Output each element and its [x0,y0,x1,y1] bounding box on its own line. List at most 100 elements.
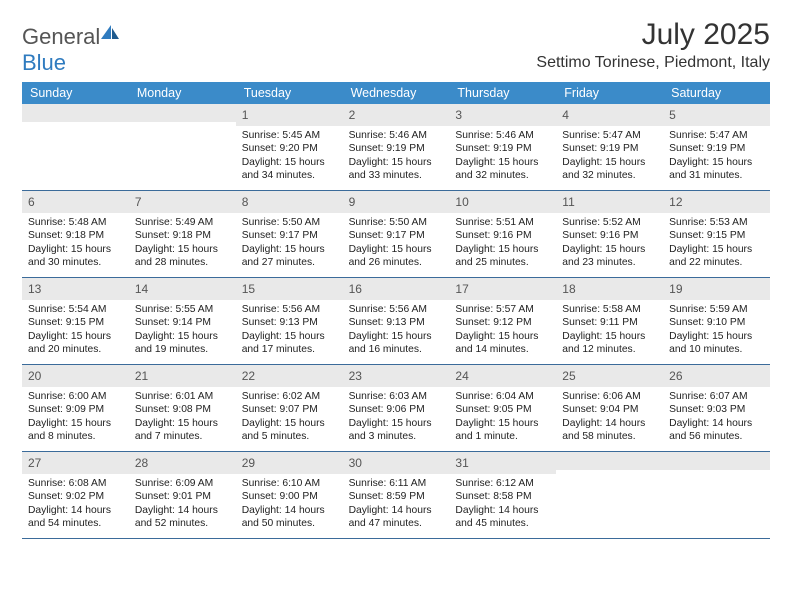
sunrise-line: Sunrise: 5:58 AM [562,303,657,316]
day-cell: 10Sunrise: 5:51 AMSunset: 9:16 PMDayligh… [449,191,556,277]
daylight-line: Daylight: 14 hours and 54 minutes. [28,504,123,531]
day-cell: 25Sunrise: 6:06 AMSunset: 9:04 PMDayligh… [556,365,663,451]
day-number-row: 18 [556,278,663,300]
daylight-line: Daylight: 15 hours and 23 minutes. [562,243,657,270]
daylight-line: Daylight: 15 hours and 32 minutes. [562,156,657,183]
sunset-line: Sunset: 9:13 PM [349,316,444,329]
sunset-line: Sunset: 9:07 PM [242,403,337,416]
sunrise-line: Sunrise: 5:57 AM [455,303,550,316]
day-number: 15 [242,282,255,296]
sunset-line: Sunset: 8:58 PM [455,490,550,503]
daylight-line: Daylight: 14 hours and 47 minutes. [349,504,444,531]
sunset-line: Sunset: 9:01 PM [135,490,230,503]
day-number: 13 [28,282,41,296]
day-number-row: 26 [663,365,770,387]
sunrise-line: Sunrise: 5:51 AM [455,216,550,229]
day-number: 12 [669,195,682,209]
daylight-line: Daylight: 15 hours and 7 minutes. [135,417,230,444]
day-cell: 22Sunrise: 6:02 AMSunset: 9:07 PMDayligh… [236,365,343,451]
day-cell: 29 Sunrise: 6:10 AMSunset: 9:00 PMDayligh… [236,452,343,538]
day-cell: 19Sunrise: 5:59 AMSunset: 9:10 PMDayligh… [663,278,770,364]
day-number-row: 5 [663,104,770,126]
day-number-row: 30 [343,452,450,474]
day-number: 21 [135,369,148,383]
sunrise-line: Sunrise: 5:48 AM [28,216,123,229]
sunrise-line: Sunrise: 5:52 AM [562,216,657,229]
weeks-container: 1Sunrise: 5:45 AMSunset: 9:20 PMDaylight… [22,104,770,539]
day-number: 23 [349,369,362,383]
sunrise-line: Sunrise: 5:49 AM [135,216,230,229]
daylight-line: Daylight: 14 hours and 45 minutes. [455,504,550,531]
day-body: Sunrise: 5:56 AMSunset: 9:13 PMDaylight:… [343,300,450,361]
daylight-line: Daylight: 15 hours and 14 minutes. [455,330,550,357]
daylight-line: Daylight: 15 hours and 3 minutes. [349,417,444,444]
day-cell: 23Sunrise: 6:03 AMSunset: 9:06 PMDayligh… [343,365,450,451]
day-cell: 13Sunrise: 5:54 AMSunset: 9:15 PMDayligh… [22,278,129,364]
sunrise-line: Sunrise: 6:06 AM [562,390,657,403]
day-number-row: 3 [449,104,556,126]
day-cell: 27Sunrise: 6:08 AMSunset: 9:02 PMDayligh… [22,452,129,538]
day-body [556,470,663,524]
day-number: 27 [28,456,41,470]
day-number: 31 [455,456,468,470]
sunrise-line: Sunrise: 5:53 AM [669,216,764,229]
day-number: 17 [455,282,468,296]
sunrise-line: Sunrise: 6:00 AM [28,390,123,403]
day-number: 29 [242,456,255,470]
sunset-line: Sunset: 9:16 PM [455,229,550,242]
day-cell: 28Sunrise: 6:09 AMSunset: 9:01 PMDayligh… [129,452,236,538]
day-body [129,122,236,176]
day-body: Sunrise: 5:47 AMSunset: 9:19 PMDaylight:… [663,126,770,187]
day-number-row: 12 [663,191,770,213]
day-number-row: 11 [556,191,663,213]
week-row: 1Sunrise: 5:45 AMSunset: 9:20 PMDaylight… [22,104,770,191]
day-number: 26 [669,369,682,383]
sunrise-line: Sunrise: 5:56 AM [242,303,337,316]
daylight-line: Daylight: 15 hours and 33 minutes. [349,156,444,183]
weekday-header: Saturday [663,82,770,104]
daylight-line: Daylight: 15 hours and 5 minutes. [242,417,337,444]
day-number-row: 23 [343,365,450,387]
day-body: Sunrise: 6:10 AMSunset: 9:00 PMDaylight:… [236,474,343,535]
sunset-line: Sunset: 9:12 PM [455,316,550,329]
week-row: 6Sunrise: 5:48 AMSunset: 9:18 PMDaylight… [22,191,770,278]
day-body: Sunrise: 6:02 AMSunset: 9:07 PMDaylight:… [236,387,343,448]
daylight-line: Daylight: 14 hours and 52 minutes. [135,504,230,531]
sunrise-line: Sunrise: 6:08 AM [28,477,123,490]
sunrise-line: Sunrise: 5:46 AM [349,129,444,142]
day-cell [22,104,129,190]
day-cell: 30Sunrise: 6:11 AMSunset: 8:59 PMDayligh… [343,452,450,538]
weekday-header: Wednesday [343,82,450,104]
day-number-row: 17 [449,278,556,300]
week-row: 20 Sunrise: 6:00 AMSunset: 9:09 PM Dayligh… [22,365,770,452]
week-row: 27Sunrise: 6:08 AMSunset: 9:02 PMDayligh… [22,452,770,539]
day-number: 14 [135,282,148,296]
sunset-line: Sunset: 9:05 PM [455,403,550,416]
day-number-row: 28 [129,452,236,474]
day-cell [556,452,663,538]
daylight-line: Daylight: 15 hours and 19 minutes. [135,330,230,357]
day-number: 11 [562,195,574,209]
daylight-line: Daylight: 15 hours and 12 minutes. [562,330,657,357]
daylight-line: Daylight: 15 hours and 10 minutes. [669,330,764,357]
sunset-line: Sunset: 9:19 PM [349,142,444,155]
day-cell: 3Sunrise: 5:46 AMSunset: 9:19 PMDaylight… [449,104,556,190]
calendar: SundayMondayTuesdayWednesdayThursdayFrid… [22,82,770,539]
daylight-line: Daylight: 15 hours and 28 minutes. [135,243,230,270]
sunset-line: Sunset: 9:09 PM [28,403,123,416]
day-body: Sunrise: 5:46 AMSunset: 9:19 PMDaylight:… [449,126,556,187]
day-number-row: 1 [236,104,343,126]
day-cell: 31Sunrise: 6:12 AMSunset: 8:58 PMDayligh… [449,452,556,538]
location: Settimo Torinese, Piedmont, Italy [536,54,770,72]
day-number-row: 16 [343,278,450,300]
day-number: 20 [28,369,41,383]
sunset-line: Sunset: 9:19 PM [669,142,764,155]
sunset-line: Sunset: 9:19 PM [562,142,657,155]
day-cell: 15Sunrise: 5:56 AMSunset: 9:13 PMDayligh… [236,278,343,364]
day-number-row: 9 [343,191,450,213]
day-body: Sunrise: 6:06 AMSunset: 9:04 PMDaylight:… [556,387,663,448]
day-number: 10 [455,195,468,209]
day-number-row: 8 [236,191,343,213]
day-number: 8 [242,195,249,209]
day-number-row: 21 [129,365,236,387]
